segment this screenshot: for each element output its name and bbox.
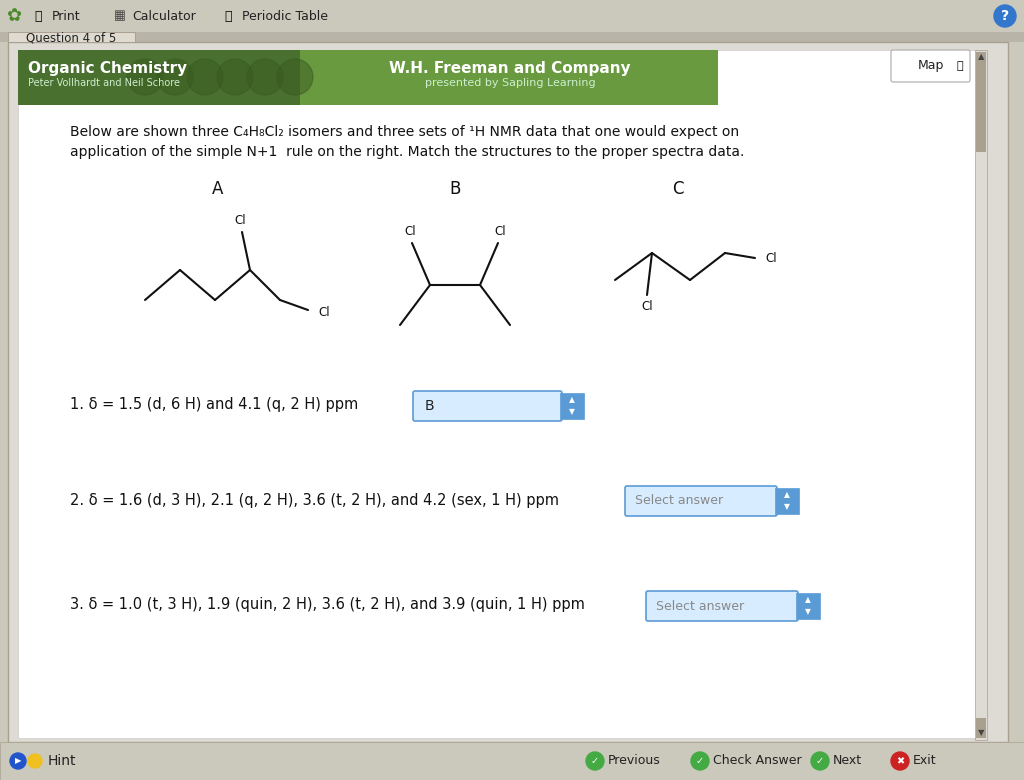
Bar bbox=[18, 50, 980, 738]
Text: ?: ? bbox=[1000, 9, 1009, 23]
Circle shape bbox=[187, 59, 223, 95]
Text: Select answer: Select answer bbox=[635, 495, 723, 508]
Text: ▼: ▼ bbox=[978, 729, 984, 738]
Text: Cl: Cl bbox=[404, 225, 416, 238]
FancyBboxPatch shape bbox=[646, 591, 798, 621]
Circle shape bbox=[994, 5, 1016, 27]
Text: ▼: ▼ bbox=[569, 407, 574, 417]
Text: 1. δ = 1.5 (d, 6 H) and 4.1 (q, 2 H) ppm: 1. δ = 1.5 (d, 6 H) and 4.1 (q, 2 H) ppm bbox=[70, 398, 358, 413]
Text: 🖨: 🖨 bbox=[34, 9, 42, 23]
Circle shape bbox=[691, 752, 709, 770]
Circle shape bbox=[127, 59, 163, 95]
Text: 2. δ = 1.6 (d, 3 H), 2.1 (q, 2 H), 3.6 (t, 2 H), and 4.2 (sex, 1 H) ppm: 2. δ = 1.6 (d, 3 H), 2.1 (q, 2 H), 3.6 (… bbox=[70, 492, 559, 508]
Text: Select answer: Select answer bbox=[656, 600, 744, 612]
Text: Map: Map bbox=[918, 59, 944, 73]
Text: application of the simple N+1  rule on the right. Match the structures to the pr: application of the simple N+1 rule on th… bbox=[70, 145, 744, 159]
Text: ✿: ✿ bbox=[6, 7, 22, 25]
Text: Exit: Exit bbox=[913, 754, 937, 768]
Bar bbox=[0, 32, 1024, 42]
Text: Print: Print bbox=[52, 9, 81, 23]
Bar bbox=[976, 72, 986, 152]
Bar bbox=[976, 718, 986, 738]
Bar bbox=[18, 50, 718, 105]
Text: ▼: ▼ bbox=[784, 502, 790, 512]
Text: Cl: Cl bbox=[318, 306, 330, 318]
Text: B: B bbox=[450, 180, 461, 198]
Circle shape bbox=[157, 59, 193, 95]
Polygon shape bbox=[8, 32, 135, 42]
Text: ✖: ✖ bbox=[896, 756, 904, 766]
Text: Next: Next bbox=[833, 754, 862, 768]
Text: Cl: Cl bbox=[234, 214, 246, 227]
Circle shape bbox=[10, 753, 26, 769]
Text: Check Answer: Check Answer bbox=[713, 754, 802, 768]
FancyBboxPatch shape bbox=[413, 391, 562, 421]
Circle shape bbox=[217, 59, 253, 95]
Text: Previous: Previous bbox=[608, 754, 660, 768]
Text: ▲: ▲ bbox=[784, 491, 790, 499]
Text: C: C bbox=[672, 180, 684, 198]
Bar bbox=[0, 742, 1024, 780]
Text: ▲: ▲ bbox=[805, 595, 811, 604]
Circle shape bbox=[891, 752, 909, 770]
Text: Cl: Cl bbox=[495, 225, 506, 238]
Text: ▦: ▦ bbox=[114, 9, 126, 23]
Text: Calculator: Calculator bbox=[132, 9, 196, 23]
Bar bbox=[976, 52, 986, 72]
Text: Hint: Hint bbox=[48, 754, 77, 768]
Bar bbox=[8, 42, 1008, 742]
Text: ✓: ✓ bbox=[696, 756, 705, 766]
Text: presented by Sapling Learning: presented by Sapling Learning bbox=[425, 78, 595, 88]
Text: ✓: ✓ bbox=[816, 756, 824, 766]
Circle shape bbox=[28, 754, 42, 768]
Text: 📊: 📊 bbox=[224, 9, 231, 23]
Bar bbox=[0, 0, 1024, 32]
Text: B: B bbox=[425, 399, 434, 413]
Text: Question 4 of 5: Question 4 of 5 bbox=[26, 31, 116, 44]
Text: ▼: ▼ bbox=[805, 608, 811, 616]
Circle shape bbox=[586, 752, 604, 770]
Text: Below are shown three C₄H₈Cl₂ isomers and three sets of ¹H NMR data that one wou: Below are shown three C₄H₈Cl₂ isomers an… bbox=[70, 125, 739, 139]
Text: ✓: ✓ bbox=[591, 756, 599, 766]
Text: W.H. Freeman and Company: W.H. Freeman and Company bbox=[389, 61, 631, 76]
Circle shape bbox=[811, 752, 829, 770]
Bar bbox=[560, 393, 584, 419]
Text: Periodic Table: Periodic Table bbox=[242, 9, 328, 23]
Circle shape bbox=[278, 59, 313, 95]
Text: Cl: Cl bbox=[641, 300, 653, 313]
FancyBboxPatch shape bbox=[625, 486, 777, 516]
Circle shape bbox=[247, 59, 283, 95]
Bar bbox=[796, 593, 820, 619]
Text: ▲: ▲ bbox=[569, 395, 574, 405]
Bar bbox=[975, 50, 987, 740]
Text: ▲: ▲ bbox=[978, 52, 984, 62]
Text: ▶: ▶ bbox=[14, 757, 22, 765]
Text: Cl: Cl bbox=[765, 251, 776, 264]
Text: Organic Chemistry: Organic Chemistry bbox=[28, 61, 187, 76]
Text: 3. δ = 1.0 (t, 3 H), 1.9 (quin, 2 H), 3.6 (t, 2 H), and 3.9 (quin, 1 H) ppm: 3. δ = 1.0 (t, 3 H), 1.9 (quin, 2 H), 3.… bbox=[70, 597, 585, 612]
Bar bbox=[300, 50, 718, 105]
Text: 🗺: 🗺 bbox=[956, 61, 964, 71]
FancyBboxPatch shape bbox=[891, 50, 970, 82]
Bar bbox=[775, 488, 799, 514]
Text: Peter Vollhardt and Neil Schore: Peter Vollhardt and Neil Schore bbox=[28, 78, 180, 88]
Text: A: A bbox=[212, 180, 223, 198]
